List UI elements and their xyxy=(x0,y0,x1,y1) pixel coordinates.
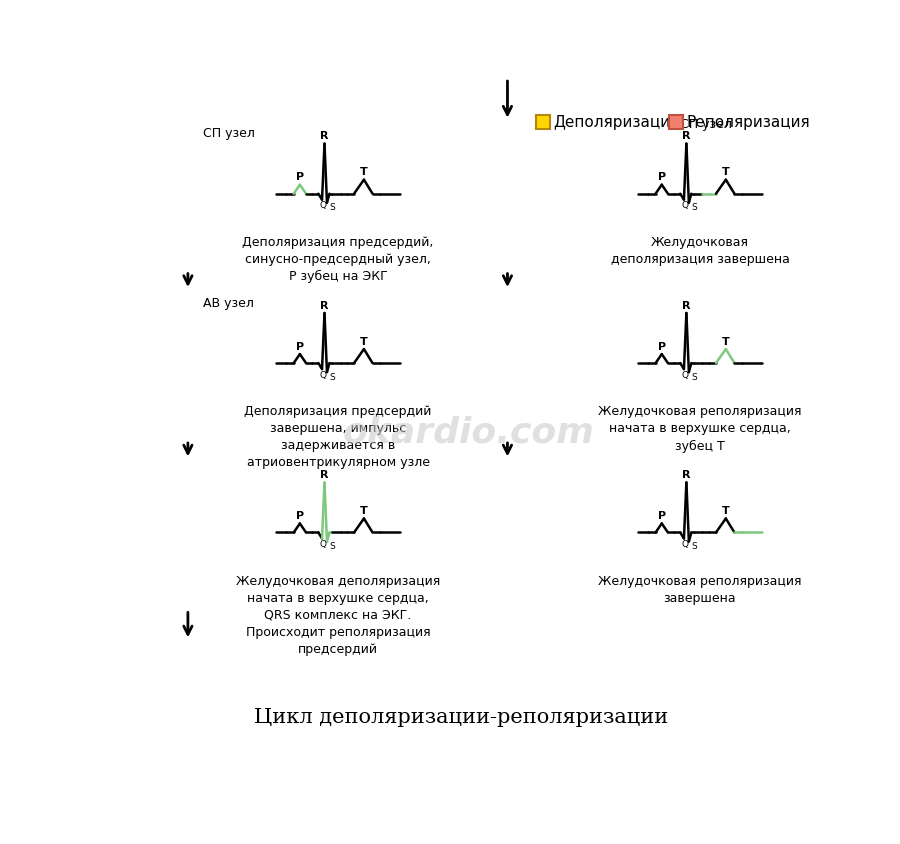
Text: P: P xyxy=(658,511,666,521)
Text: P: P xyxy=(296,172,304,182)
Text: T: T xyxy=(722,337,730,347)
Text: S: S xyxy=(691,203,697,213)
Text: S: S xyxy=(691,542,697,551)
Text: P: P xyxy=(296,511,304,521)
Text: P: P xyxy=(296,342,304,352)
Text: S: S xyxy=(329,203,335,213)
Text: T: T xyxy=(360,337,368,347)
Text: Желудочковая
деполяризация завершена: Желудочковая деполяризация завершена xyxy=(610,236,789,266)
Text: Цикл деполяризации-реполяризации: Цикл деполяризации-реполяризации xyxy=(254,708,669,727)
Text: Деполяризация предсердий
завершена, импульс
задерживается в
атриовентрикулярном : Деполяризация предсердий завершена, импу… xyxy=(245,405,432,469)
Text: Q: Q xyxy=(320,540,327,549)
Text: R: R xyxy=(682,470,690,480)
Text: R: R xyxy=(320,300,328,311)
Text: R: R xyxy=(320,470,328,480)
Text: R: R xyxy=(682,132,690,141)
Text: СП узел: СП узел xyxy=(203,127,256,140)
Text: Q: Q xyxy=(320,201,327,210)
Text: S: S xyxy=(329,542,335,551)
Text: R: R xyxy=(320,132,328,141)
Text: R: R xyxy=(682,300,690,311)
Text: Реполяризация: Реполяризация xyxy=(687,115,811,130)
Text: Q: Q xyxy=(681,201,688,210)
Text: T: T xyxy=(722,167,730,177)
Text: Желудочковая реполяризация
завершена: Желудочковая реполяризация завершена xyxy=(598,575,802,605)
Text: Q: Q xyxy=(681,371,688,380)
Text: Деполяризация предсердий,
синусно-предсердный узел,
Р зубец на ЭКГ: Деполяризация предсердий, синусно-предсе… xyxy=(242,236,434,283)
Text: АВ узел: АВ узел xyxy=(203,296,254,310)
Text: T: T xyxy=(722,506,730,517)
Bar xyxy=(669,115,683,129)
Text: P: P xyxy=(658,172,666,182)
Text: СП узел: СП узел xyxy=(680,118,732,131)
Text: S: S xyxy=(329,373,335,381)
Text: P: P xyxy=(658,342,666,352)
Text: Q: Q xyxy=(320,371,327,380)
Text: T: T xyxy=(360,506,368,517)
Text: okardio.com: okardio.com xyxy=(343,415,595,449)
Text: Желудочковая реполяризация
начата в верхушке сердца,
зубец Т: Желудочковая реполяризация начата в верх… xyxy=(598,405,802,452)
Bar xyxy=(536,115,550,129)
Text: Желудочковая деполяризация
начата в верхушке сердца,
QRS комплекс на ЭКГ.
Происх: Желудочковая деполяризация начата в верх… xyxy=(236,575,440,656)
Text: Деполяризация: Деполяризация xyxy=(554,115,680,130)
Text: S: S xyxy=(691,373,697,381)
Text: Q: Q xyxy=(681,540,688,549)
Text: T: T xyxy=(360,167,368,177)
